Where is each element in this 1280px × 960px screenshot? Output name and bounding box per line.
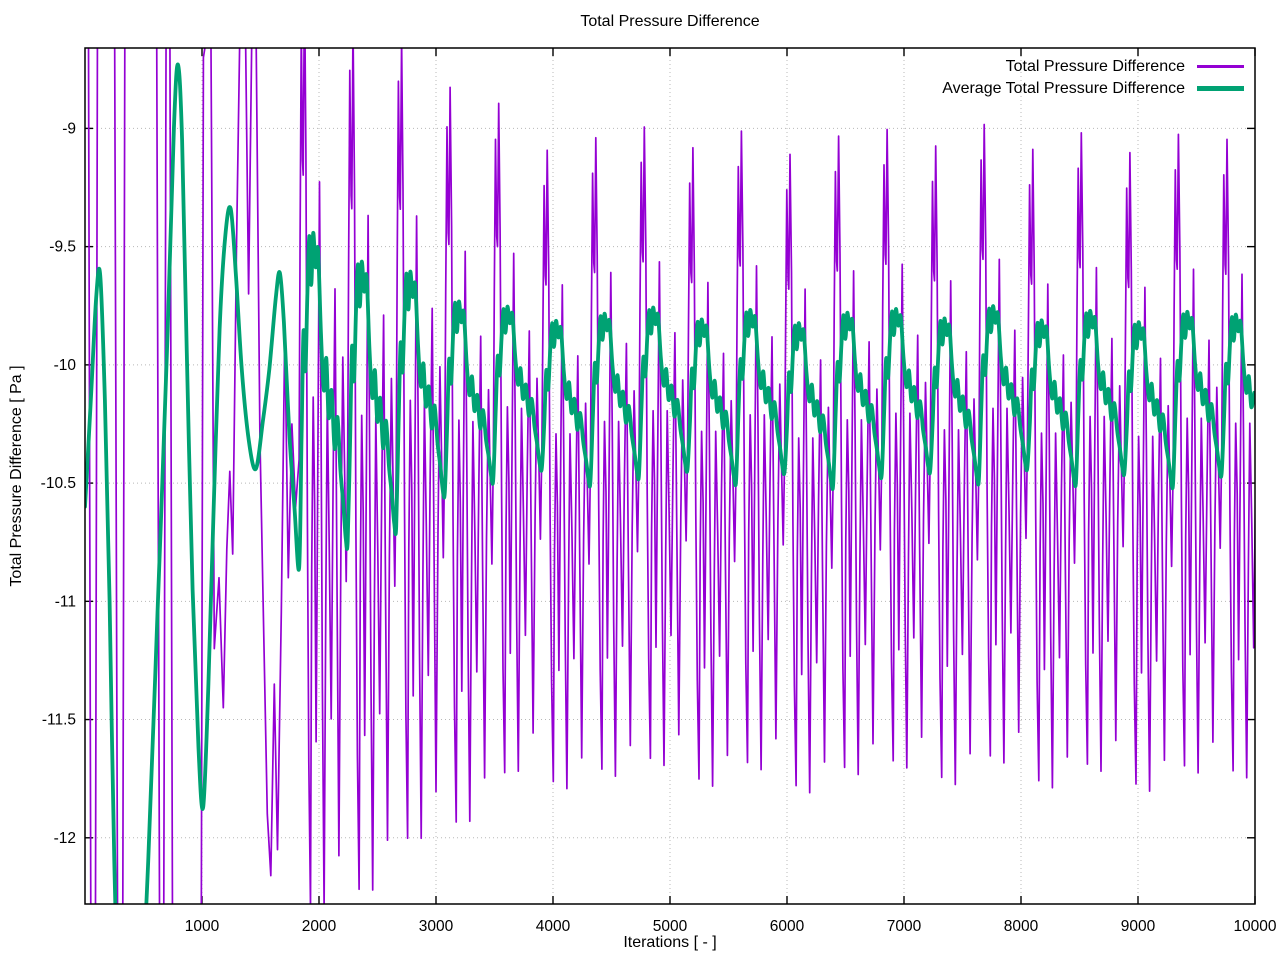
legend-row: Total Pressure Difference (1006, 57, 1244, 76)
svg-text:-11.5: -11.5 (42, 712, 76, 729)
svg-text:-11: -11 (55, 593, 76, 610)
svg-text:-12: -12 (54, 830, 76, 847)
svg-text:2000: 2000 (302, 918, 337, 935)
svg-text:4000: 4000 (536, 918, 571, 935)
svg-text:7000: 7000 (887, 918, 922, 935)
svg-text:5000: 5000 (653, 918, 688, 935)
x-axis-label: Iterations [ - ] (623, 934, 717, 951)
chart-title: Total Pressure Difference (580, 13, 760, 30)
legend-label-total-pressure-difference: Total Pressure Difference (1005, 57, 1185, 75)
svg-text:6000: 6000 (770, 918, 805, 935)
legend: Total Pressure Difference Average Total … (942, 57, 1244, 98)
svg-text:-10.5: -10.5 (41, 475, 76, 492)
series-total-pressure-difference (87, 48, 1255, 904)
series-average-total-pressure-difference (85, 62, 1255, 904)
svg-text:1000: 1000 (185, 918, 220, 935)
svg-text:-9: -9 (62, 120, 76, 137)
svg-text:8000: 8000 (1004, 918, 1039, 935)
legend-line-sample-average-total-pressure-difference (1197, 86, 1244, 91)
legend-line-sample-total-pressure-difference (1197, 65, 1244, 68)
svg-text:-9.5: -9.5 (49, 239, 76, 256)
legend-row: Average Total Pressure Difference (942, 79, 1244, 98)
legend-label-average-total-pressure-difference: Average Total Pressure Difference (942, 79, 1185, 97)
svg-text:10000: 10000 (1233, 918, 1276, 935)
y-axis-label: Total Pressure Difference [ Pa ] (8, 365, 25, 587)
svg-text:-10: -10 (54, 357, 77, 374)
svg-text:9000: 9000 (1121, 918, 1156, 935)
svg-text:3000: 3000 (419, 918, 454, 935)
